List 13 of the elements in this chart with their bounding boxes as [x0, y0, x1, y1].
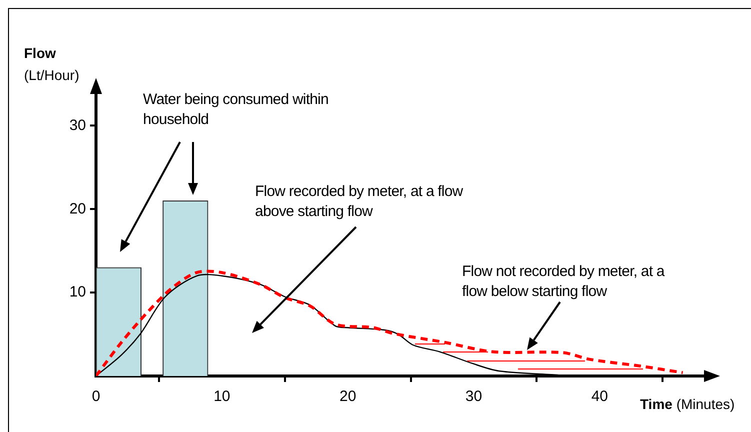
y-tick-label: 20: [69, 200, 86, 218]
y-axis-title: Flow (Lt/Hour): [24, 44, 80, 85]
x-tick-label: 40: [591, 388, 608, 406]
y-tick-label: 10: [69, 284, 86, 301]
y-tick-label: 30: [69, 116, 86, 134]
x-tick-label: 10: [214, 388, 230, 406]
x-tick-label: 30: [465, 388, 482, 406]
x-tick-label: 0: [92, 388, 100, 406]
x-axis-title: Time (Minutes): [640, 396, 735, 412]
annotation: Water being consumed within household: [143, 90, 330, 130]
x-tick-label: 20: [339, 388, 356, 406]
annotation: Flow not recorded by meter, at a flow below starting flow: [462, 262, 666, 302]
annotation: Flow recorded by meter, at a flow above starting flow: [255, 182, 464, 222]
